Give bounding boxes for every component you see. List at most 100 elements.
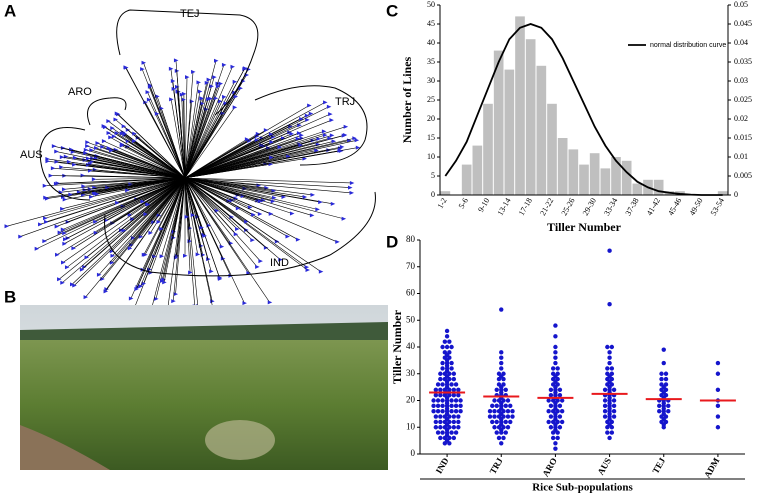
leaf-marker bbox=[174, 84, 180, 89]
dot bbox=[499, 350, 504, 355]
dot bbox=[555, 430, 560, 435]
branch bbox=[184, 138, 298, 179]
branch bbox=[83, 177, 186, 187]
leaf-marker bbox=[326, 104, 332, 109]
leaf-marker bbox=[140, 199, 145, 204]
branch bbox=[184, 177, 308, 271]
branch bbox=[142, 177, 186, 202]
x-tick-label: TEJ bbox=[650, 456, 667, 476]
leaf-marker bbox=[114, 111, 120, 116]
branch bbox=[116, 177, 186, 204]
x-label: Tiller Number bbox=[547, 220, 622, 234]
leaf-marker bbox=[147, 84, 153, 89]
branch bbox=[184, 150, 340, 179]
dot bbox=[548, 414, 554, 419]
leaf-marker bbox=[106, 131, 112, 136]
branch bbox=[158, 177, 186, 223]
branch bbox=[184, 177, 273, 202]
x-tick-label: ADM bbox=[702, 456, 722, 480]
leaf-marker bbox=[79, 267, 85, 272]
leaf-marker bbox=[255, 131, 261, 136]
leaf-marker bbox=[60, 194, 66, 199]
dot bbox=[605, 344, 610, 350]
branch bbox=[184, 177, 258, 268]
dot bbox=[438, 376, 443, 382]
leaf-marker bbox=[143, 252, 148, 257]
branch bbox=[184, 146, 342, 179]
bar bbox=[568, 149, 579, 195]
dot bbox=[490, 419, 495, 425]
bar bbox=[504, 69, 515, 195]
leaf-marker bbox=[267, 300, 273, 305]
leaf-marker bbox=[244, 219, 249, 224]
dot bbox=[499, 366, 504, 371]
branch bbox=[184, 132, 300, 179]
dot bbox=[715, 360, 721, 366]
dot bbox=[546, 419, 551, 425]
dot bbox=[607, 360, 612, 366]
branch bbox=[160, 177, 186, 230]
dot bbox=[449, 360, 454, 366]
leaf-marker bbox=[285, 234, 290, 239]
dot bbox=[553, 344, 558, 350]
dot bbox=[611, 414, 617, 419]
leaf-marker bbox=[302, 194, 308, 199]
leaf-marker bbox=[189, 99, 195, 104]
leaf-marker bbox=[130, 216, 135, 221]
leaf-marker bbox=[18, 234, 23, 239]
branch bbox=[172, 177, 186, 302]
x-tick-label: 21-22 bbox=[538, 196, 555, 217]
leaf-marker bbox=[183, 253, 188, 258]
leaf-marker bbox=[212, 75, 217, 80]
leaf-marker bbox=[51, 144, 57, 149]
dot bbox=[548, 403, 554, 409]
branch bbox=[68, 161, 186, 179]
leaf-marker bbox=[134, 287, 139, 292]
dot bbox=[715, 371, 721, 376]
leaf-marker bbox=[235, 226, 240, 231]
bar bbox=[515, 16, 525, 196]
dot bbox=[440, 344, 445, 350]
dot bbox=[505, 425, 511, 430]
bar bbox=[472, 145, 483, 195]
dot bbox=[550, 366, 556, 371]
dot bbox=[666, 403, 671, 409]
dot bbox=[553, 360, 558, 366]
leaf-marker bbox=[335, 239, 340, 244]
x-tick-label: 17-18 bbox=[517, 196, 534, 217]
dot bbox=[609, 430, 615, 435]
branch bbox=[184, 113, 331, 179]
dot bbox=[499, 441, 504, 446]
leaf-marker bbox=[299, 133, 304, 138]
leaf-marker bbox=[204, 80, 210, 85]
x-tick-label: ARO bbox=[540, 456, 559, 478]
dot bbox=[546, 398, 551, 403]
dot bbox=[453, 403, 459, 409]
leaf-marker bbox=[53, 181, 59, 186]
x-tick-label: 25-26 bbox=[560, 196, 577, 217]
branch bbox=[85, 152, 186, 179]
leaf-marker bbox=[343, 124, 349, 129]
branch bbox=[184, 177, 318, 210]
leaf-marker bbox=[233, 94, 239, 99]
x-label: Rice Sub-populations bbox=[532, 482, 633, 494]
leaf-marker bbox=[105, 185, 110, 190]
dot bbox=[548, 425, 554, 430]
branch bbox=[184, 98, 211, 179]
leaf-marker bbox=[85, 140, 90, 145]
dot bbox=[451, 376, 457, 382]
branch bbox=[50, 175, 186, 179]
leaf-marker bbox=[232, 79, 238, 84]
branch bbox=[184, 177, 212, 272]
leaf-marker bbox=[173, 58, 179, 63]
dot bbox=[487, 409, 493, 414]
leaf-marker bbox=[127, 212, 133, 217]
branch bbox=[96, 177, 186, 195]
y-tick-label: 0 bbox=[431, 190, 435, 199]
dot bbox=[559, 398, 565, 403]
branch bbox=[150, 177, 186, 273]
leaf-marker bbox=[96, 272, 102, 277]
leaf-marker bbox=[66, 159, 72, 164]
leaf-marker bbox=[145, 90, 151, 95]
leaf-marker bbox=[309, 213, 315, 218]
